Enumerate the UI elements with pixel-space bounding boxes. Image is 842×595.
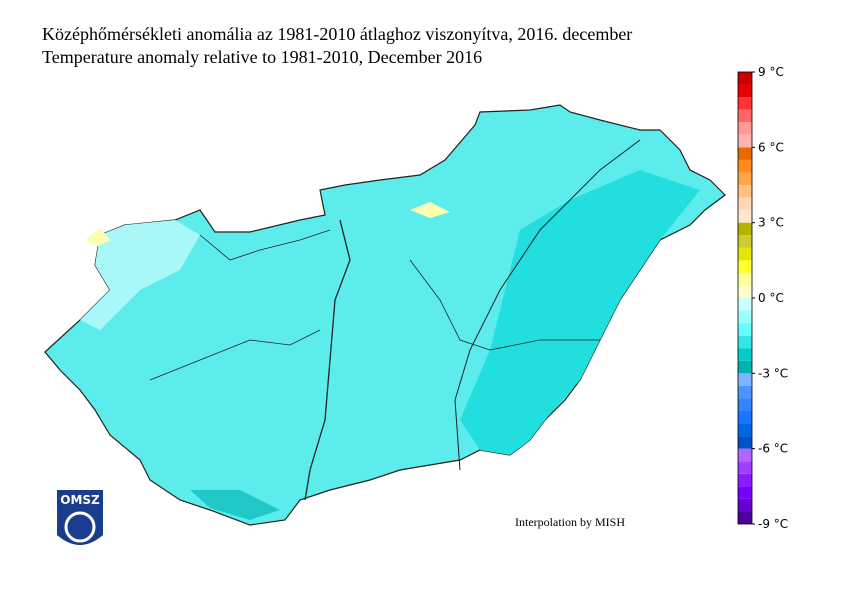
title-hu: Középhőmérsékleti anomália az 1981-2010 … [42, 24, 632, 44]
color-legend: 9 °C 6 °C 3 °C 0 °C -3 °C -6 °C -9 °C [737, 65, 788, 531]
logo-shield [57, 490, 103, 545]
river [304, 219, 351, 501]
river [149, 329, 321, 381]
legend-swatch [738, 134, 752, 148]
legend-swatch [738, 373, 752, 386]
country-map [44, 104, 726, 526]
western-region [80, 220, 200, 330]
legend-swatch [738, 122, 752, 135]
legend-swatch [738, 97, 752, 110]
legend-tick-label: -3 °C [758, 366, 788, 380]
legend-swatch [738, 436, 752, 449]
legend-swatch [738, 185, 752, 198]
legend-swatch [738, 197, 752, 211]
legend-swatch [738, 348, 752, 361]
legend-swatch [738, 285, 752, 298]
legend-swatch [738, 310, 752, 324]
legend-swatch [738, 360, 752, 374]
legend-swatch [738, 260, 752, 273]
warm-spot [410, 202, 450, 218]
river [454, 139, 641, 471]
legend-swatch [738, 210, 752, 223]
logo-text: OMSZ [60, 493, 100, 507]
legend-swatch [738, 498, 752, 512]
logo-swirl [64, 511, 96, 543]
legend-swatch [738, 298, 752, 311]
legend-swatch [738, 411, 752, 424]
legend-swatch [738, 147, 752, 160]
legend-swatch [738, 423, 752, 437]
legend-swatch [738, 385, 752, 399]
legend-swatch [738, 247, 752, 261]
legend-tick-label: 3 °C [758, 216, 784, 230]
southern-region [190, 490, 280, 520]
omsz-logo: OMSZ [57, 490, 103, 545]
legend-tick-label: 9 °C [758, 65, 784, 79]
legend-swatch [738, 398, 752, 411]
legend-swatch [738, 109, 752, 123]
title-en: Temperature anomaly relative to 1981-201… [42, 47, 482, 67]
boundary [409, 259, 600, 351]
legend-swatch [738, 486, 752, 499]
legend-tick-label: 6 °C [758, 140, 784, 154]
legend-swatch [738, 159, 752, 173]
legend-tick-label: 0 °C [758, 291, 784, 305]
warm-spot [85, 228, 110, 246]
credit-note: Interpolation by MISH [515, 515, 625, 529]
legend-swatch [738, 272, 752, 286]
legend-tick-label: -9 °C [758, 517, 788, 531]
eastern-region [460, 170, 700, 455]
legend-swatch [738, 461, 752, 474]
legend-swatch [738, 335, 752, 349]
boundary [199, 229, 331, 261]
legend-swatch [738, 235, 752, 248]
legend-swatch [738, 222, 752, 236]
legend-swatch [738, 72, 752, 85]
legend-swatch [738, 511, 752, 524]
legend-tick-label: -6 °C [758, 442, 788, 456]
legend-swatch [738, 473, 752, 487]
legend-swatch [738, 448, 752, 462]
legend-swatch [738, 172, 752, 185]
legend-swatch [738, 323, 752, 336]
legend-swatch [738, 84, 752, 98]
